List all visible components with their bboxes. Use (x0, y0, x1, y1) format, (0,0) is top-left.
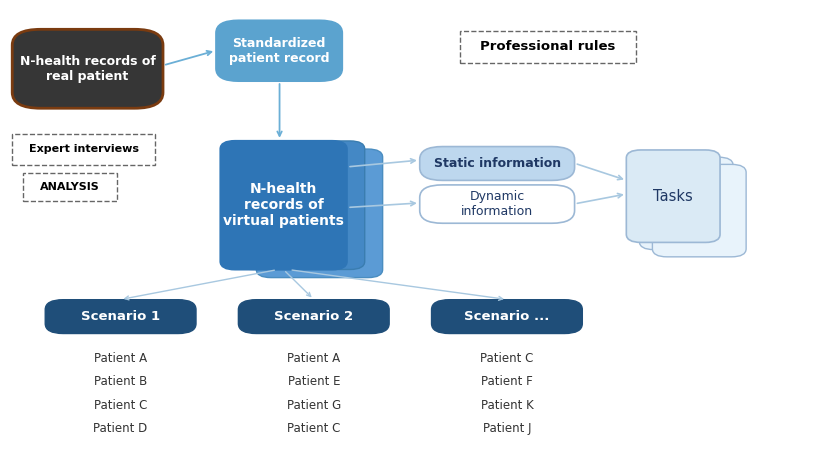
FancyBboxPatch shape (12, 29, 163, 108)
Text: Patient A: Patient A (94, 352, 148, 365)
Text: ...: ... (501, 446, 513, 451)
FancyBboxPatch shape (12, 134, 155, 165)
FancyBboxPatch shape (216, 20, 342, 81)
Text: Patient C: Patient C (480, 352, 534, 365)
Text: ...: ... (308, 446, 319, 451)
Text: Patient C: Patient C (287, 422, 341, 435)
FancyBboxPatch shape (45, 299, 196, 334)
FancyBboxPatch shape (460, 31, 636, 63)
Text: Scenario 2: Scenario 2 (274, 310, 354, 323)
FancyBboxPatch shape (238, 299, 390, 334)
Text: Patient A: Patient A (287, 352, 341, 365)
Text: Patient C: Patient C (94, 399, 148, 412)
Text: Dynamic
information: Dynamic information (461, 190, 533, 218)
FancyBboxPatch shape (23, 173, 117, 201)
FancyBboxPatch shape (220, 141, 347, 269)
FancyBboxPatch shape (420, 185, 575, 223)
Text: Standardized
patient record: Standardized patient record (229, 37, 329, 65)
Text: Patient D: Patient D (94, 422, 148, 435)
Text: Professional rules: Professional rules (480, 41, 616, 53)
Text: N-health
records of
virtual patients: N-health records of virtual patients (223, 182, 344, 228)
FancyBboxPatch shape (653, 165, 747, 257)
Text: Expert interviews: Expert interviews (29, 144, 139, 154)
Text: Patient G: Patient G (287, 399, 341, 412)
Text: Static information: Static information (434, 157, 561, 170)
Text: Patient E: Patient E (288, 375, 340, 388)
Text: Patient K: Patient K (481, 399, 533, 412)
Text: N-health records of
real patient: N-health records of real patient (20, 55, 156, 83)
FancyBboxPatch shape (432, 299, 582, 334)
Text: Patient F: Patient F (481, 375, 533, 388)
FancyBboxPatch shape (639, 157, 734, 250)
Text: ...: ... (115, 446, 126, 451)
Text: Scenario 1: Scenario 1 (81, 310, 161, 323)
Text: Tasks: Tasks (654, 189, 693, 204)
Text: Scenario ...: Scenario ... (465, 310, 549, 323)
Text: Patient B: Patient B (94, 375, 148, 388)
FancyBboxPatch shape (627, 150, 720, 243)
Text: Patient J: Patient J (482, 422, 531, 435)
FancyBboxPatch shape (256, 149, 382, 277)
FancyBboxPatch shape (420, 147, 575, 180)
FancyBboxPatch shape (238, 141, 365, 269)
Text: ANALYSIS: ANALYSIS (40, 182, 99, 192)
